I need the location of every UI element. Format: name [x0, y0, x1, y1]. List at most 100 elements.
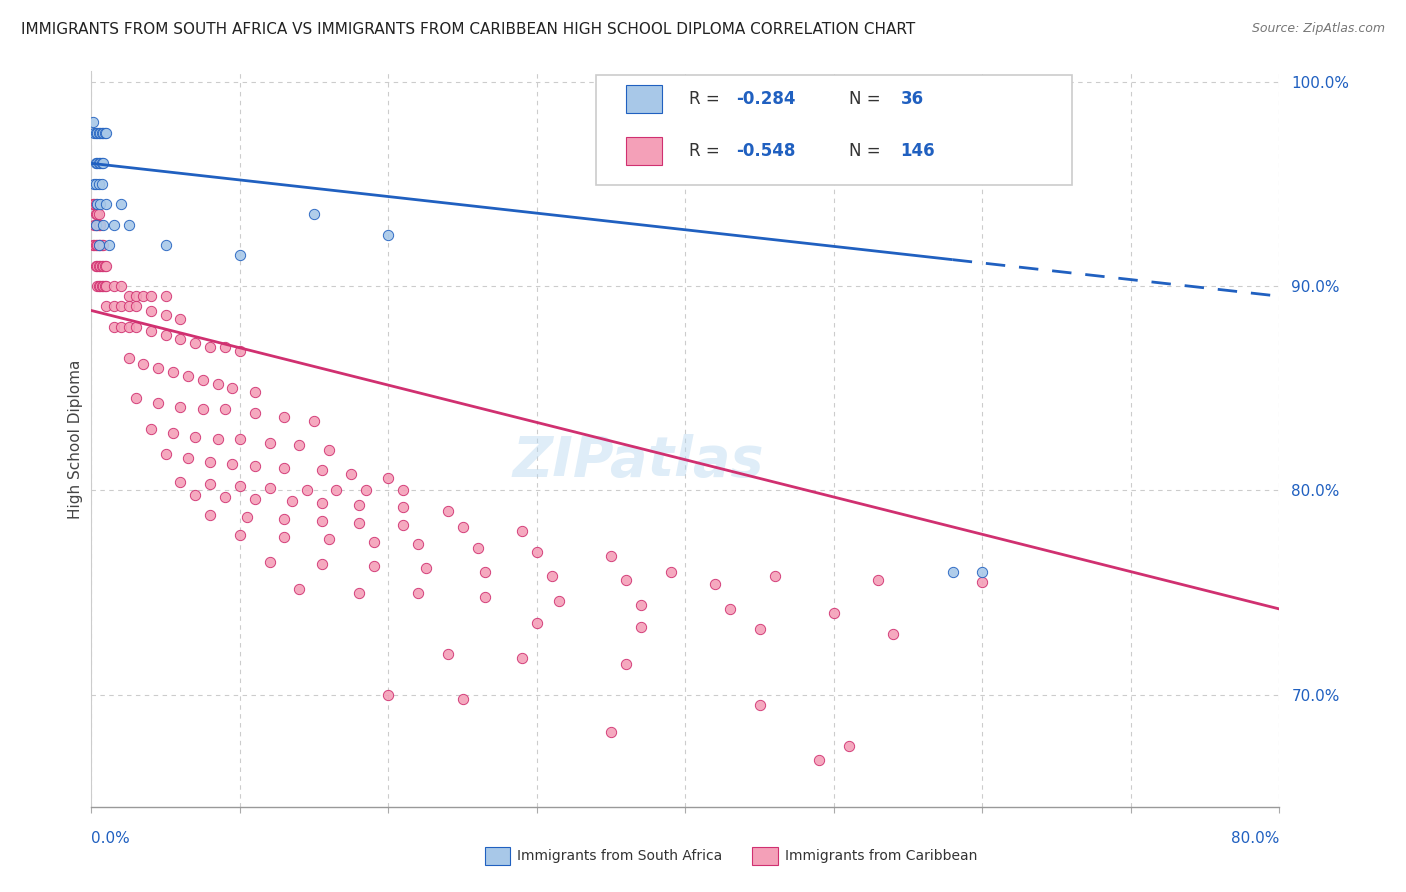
Point: [90, 177, 112, 191]
Point: [882, 626, 904, 640]
Point: [273, 409, 295, 424]
Text: IMMIGRANTS FROM SOUTH AFRICA VS IMMIGRANTS FROM CARIBBEAN HIGH SCHOOL DIPLOMA CO: IMMIGRANTS FROM SOUTH AFRICA VS IMMIGRAN…: [21, 22, 915, 37]
Point: [169, 400, 191, 414]
Point: [229, 528, 252, 542]
Point: [823, 606, 845, 620]
Point: [91, 156, 114, 170]
Point: [83, 126, 105, 140]
Point: [87, 238, 110, 252]
Point: [91, 218, 114, 232]
Point: [868, 574, 890, 588]
Point: [311, 514, 333, 528]
Point: [302, 414, 325, 428]
Point: [87, 238, 110, 252]
Point: [191, 373, 214, 387]
Point: [86, 218, 108, 232]
Point: [87, 259, 110, 273]
Point: [184, 430, 207, 444]
Point: [318, 442, 340, 457]
Point: [207, 377, 229, 392]
Point: [221, 457, 243, 471]
Point: [96, 259, 118, 273]
Point: [748, 623, 770, 637]
Point: [229, 344, 252, 359]
Point: [96, 279, 118, 293]
Point: [103, 300, 125, 314]
Point: [184, 487, 207, 501]
Point: [200, 340, 222, 354]
Point: [474, 590, 496, 604]
Point: [90, 126, 112, 140]
Point: [169, 311, 191, 326]
Point: [704, 577, 727, 591]
Point: [125, 300, 148, 314]
Point: [155, 289, 177, 303]
Point: [155, 328, 177, 343]
Point: [155, 308, 177, 322]
Point: [87, 177, 110, 191]
Point: [436, 504, 458, 518]
Text: Immigrants from South Africa: Immigrants from South Africa: [517, 849, 723, 863]
FancyBboxPatch shape: [596, 75, 1071, 186]
Point: [808, 753, 831, 767]
Point: [84, 156, 107, 170]
Point: [169, 332, 191, 346]
Point: [363, 559, 385, 574]
Point: [84, 207, 107, 221]
Point: [103, 319, 125, 334]
Point: [200, 455, 222, 469]
Point: [311, 463, 333, 477]
Point: [90, 259, 112, 273]
Point: [630, 598, 652, 612]
Point: [526, 616, 548, 631]
Point: [89, 156, 111, 170]
Point: [86, 238, 108, 252]
Point: [84, 126, 107, 140]
Point: [600, 549, 623, 563]
Point: [86, 259, 108, 273]
Point: [86, 126, 108, 140]
Point: [177, 368, 200, 383]
Point: [117, 319, 139, 334]
Point: [110, 319, 132, 334]
Point: [288, 438, 311, 452]
Point: [83, 238, 105, 252]
Text: R =: R =: [689, 90, 725, 108]
Point: [94, 126, 117, 140]
Point: [207, 432, 229, 446]
Point: [347, 498, 370, 512]
Point: [302, 207, 325, 221]
Point: [155, 238, 177, 252]
Point: [415, 561, 437, 575]
Point: [214, 401, 236, 416]
Point: [148, 395, 170, 409]
Point: [125, 319, 148, 334]
Point: [540, 569, 562, 583]
Point: [451, 520, 474, 534]
Point: [354, 483, 377, 498]
Point: [184, 336, 207, 351]
Point: [718, 602, 741, 616]
Point: [510, 524, 533, 539]
Point: [325, 483, 347, 498]
Point: [87, 207, 110, 221]
Text: 146: 146: [900, 142, 935, 160]
Point: [614, 574, 637, 588]
Point: [86, 207, 108, 221]
Point: [103, 279, 125, 293]
Point: [318, 533, 340, 547]
Point: [117, 351, 139, 365]
Point: [377, 471, 399, 485]
Text: R =: R =: [689, 142, 725, 160]
Point: [510, 651, 533, 665]
Point: [451, 692, 474, 706]
Point: [548, 594, 571, 608]
Point: [125, 392, 148, 406]
Point: [377, 688, 399, 702]
Point: [89, 279, 111, 293]
Point: [139, 303, 162, 318]
Point: [139, 324, 162, 338]
Point: [474, 565, 496, 579]
Point: [273, 461, 295, 475]
Point: [117, 218, 139, 232]
